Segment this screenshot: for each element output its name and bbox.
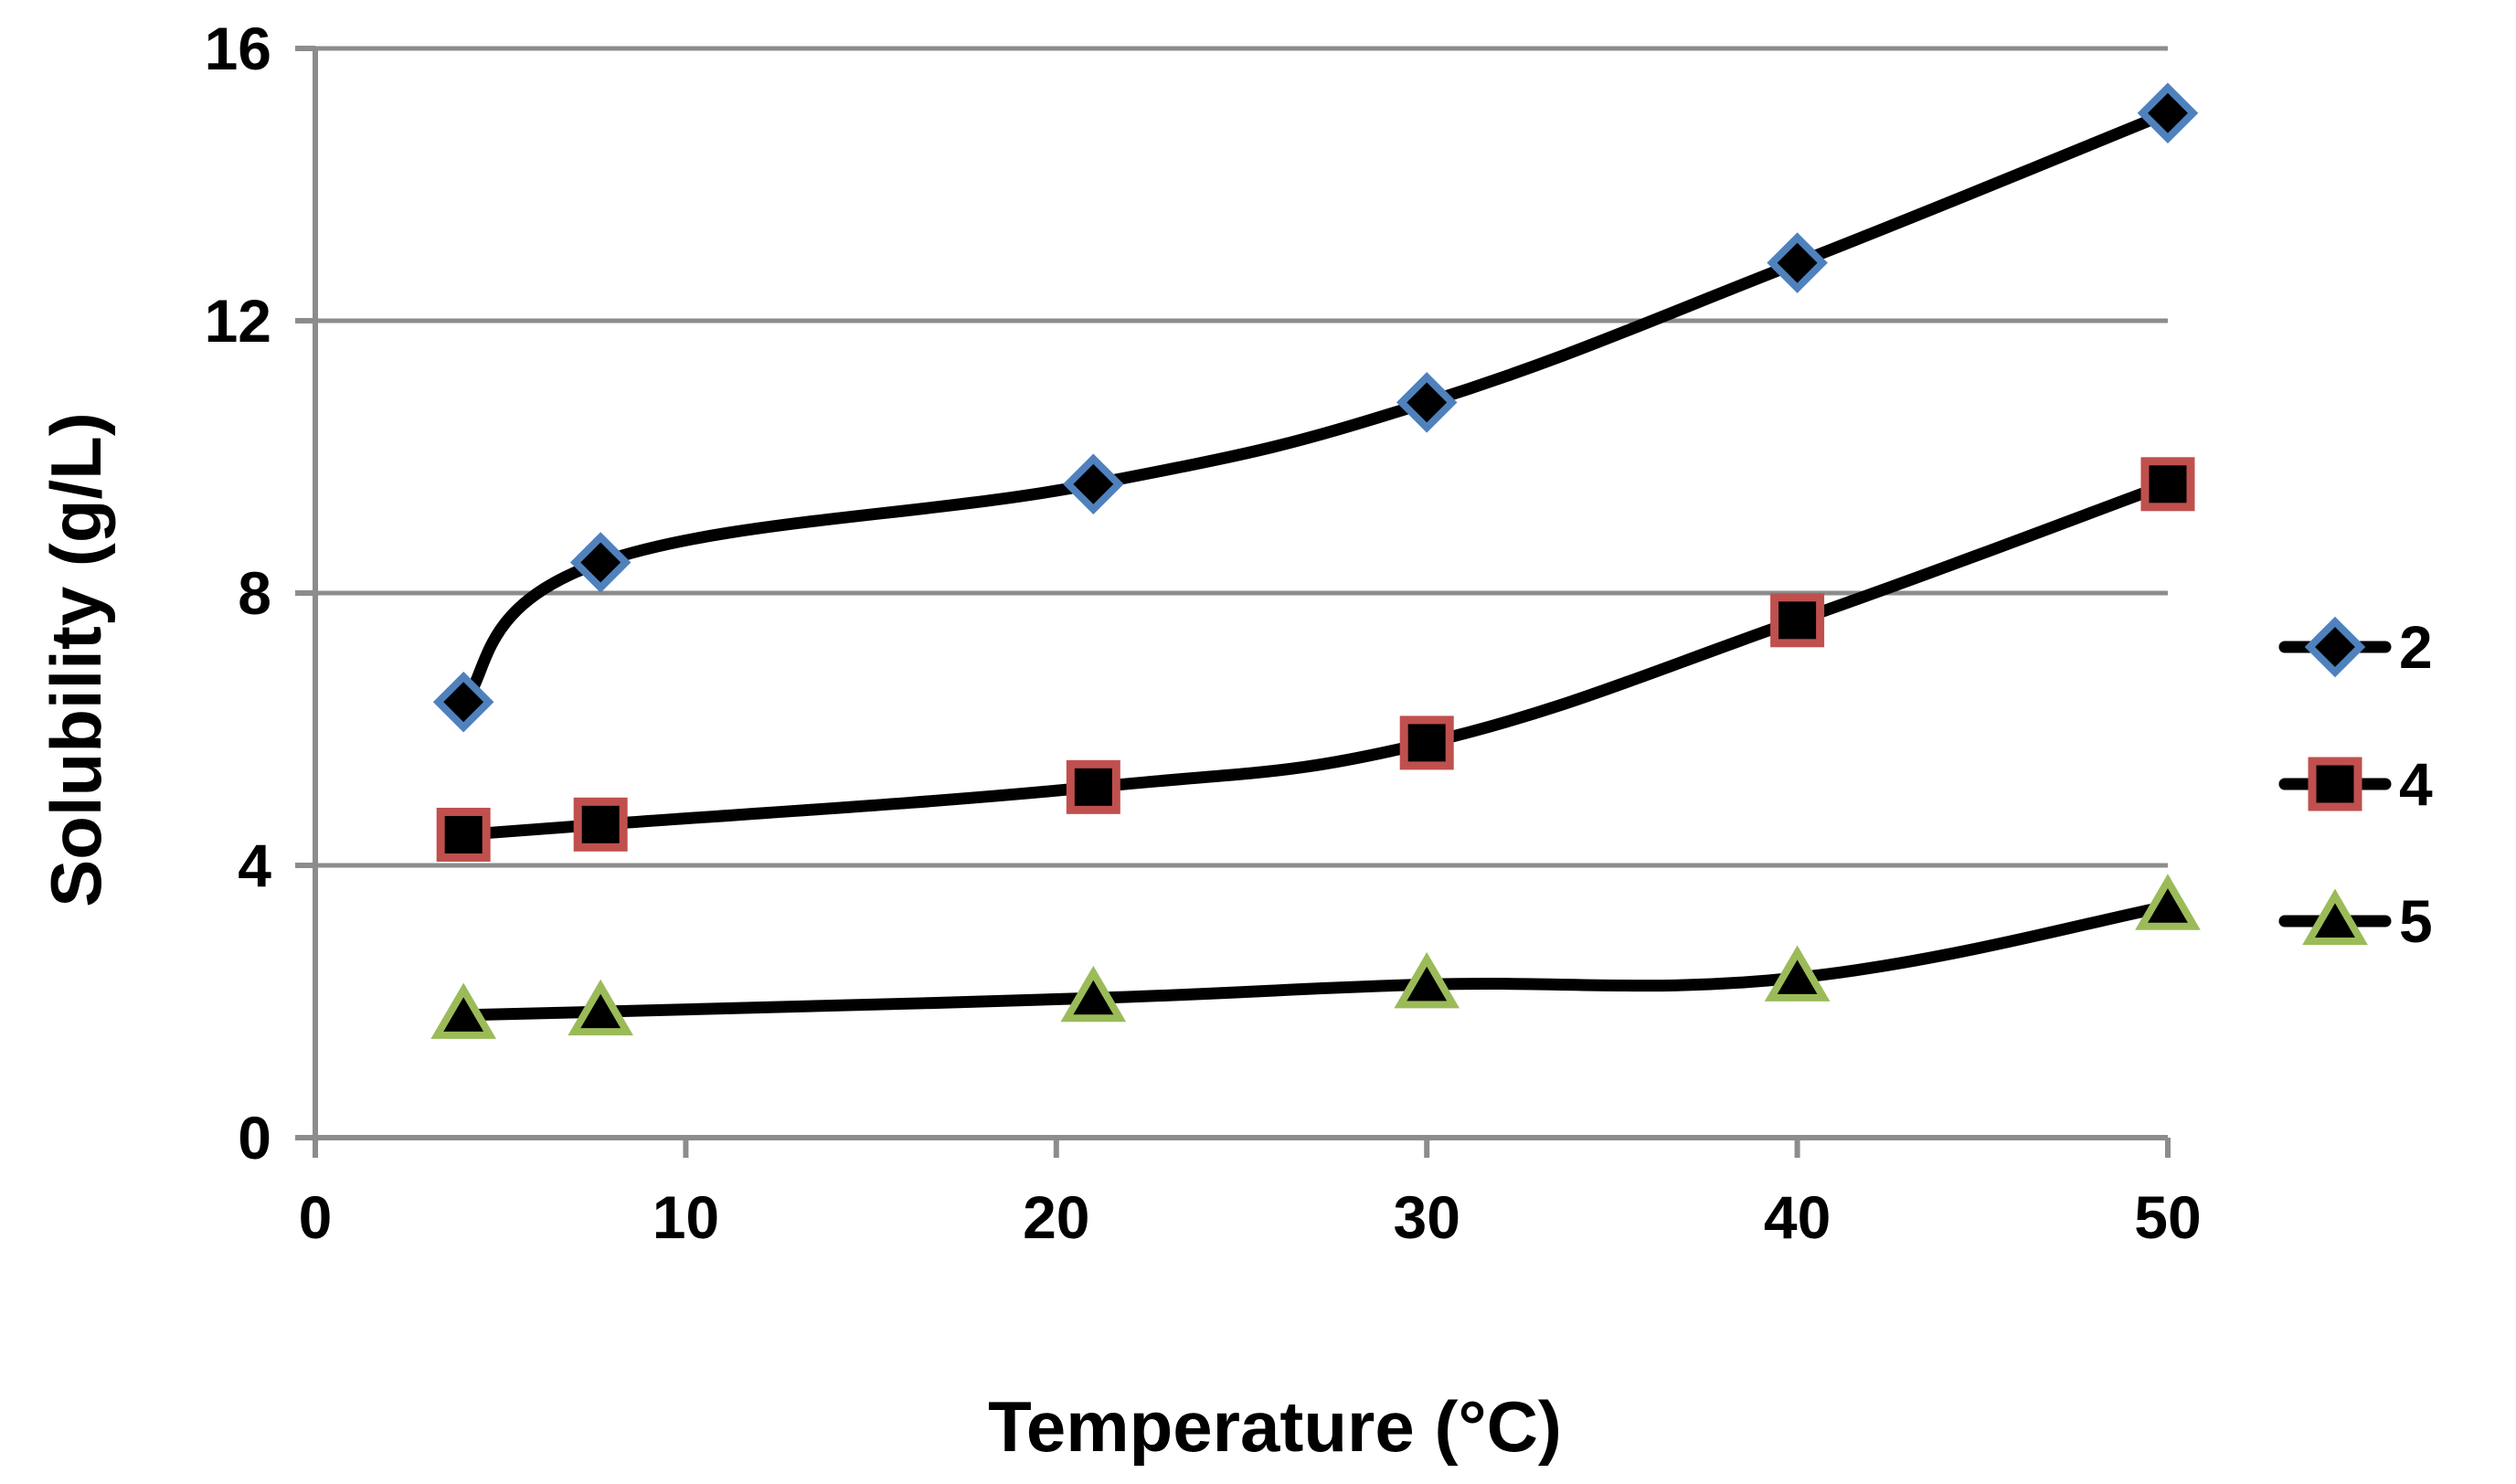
data-point-5-3 [1394,951,1460,1009]
x-tick-label-0: 0 [299,1183,333,1251]
data-point-4-0 [436,807,491,862]
x-tick-label-20: 20 [1023,1183,1089,1251]
legend-marker-2 [2304,616,2366,678]
y-tick-label-4: 4 [238,832,271,899]
data-point-5-0 [430,982,496,1039]
y-tick-label-0: 0 [238,1104,271,1171]
series-lines [457,107,2174,1022]
data-point-2-2 [1063,453,1124,515]
x-tick-label-40: 40 [1764,1183,1831,1251]
legend-marker-5 [2302,888,2368,945]
y-tick-label-16: 16 [205,15,271,82]
series-markers [430,82,2201,1039]
axes [295,46,2171,1158]
data-point-2-1 [569,532,632,593]
legend: 2 4 5 [2278,613,2433,955]
data-point-2-4 [1767,232,1828,293]
y-tick-label-8: 8 [238,559,271,627]
data-point-2-3 [1396,372,1458,433]
data-point-4-2 [1066,759,1120,814]
data-point-4-3 [1399,716,1454,770]
legend-label-2: 2 [2399,613,2433,681]
series-line-5 [457,900,2174,1022]
legend-label-5: 5 [2399,887,2433,955]
x-tick-label-10: 10 [653,1183,719,1251]
x-tick-label-50: 50 [2134,1183,2201,1251]
x-axis-title: Temperature (°C) [988,1386,1562,1467]
series-line-2 [457,107,2174,708]
data-point-5-2 [1060,965,1127,1023]
data-point-2-0 [432,671,494,733]
data-point-4-5 [2140,457,2195,512]
legend-marker-4 [2308,757,2362,811]
data-point-4-1 [573,797,628,852]
tick-labels: 0 4 8 12 16 0 10 20 30 40 50 [205,15,2202,1251]
legend-label-4: 4 [2399,750,2433,818]
y-axis-title: Solubility (g/L) [36,412,116,907]
data-point-5-5 [2135,874,2201,930]
data-point-2-5 [2137,82,2199,144]
data-point-5-1 [568,979,633,1036]
data-point-4-4 [1770,593,1825,648]
y-tick-label-12: 12 [205,287,271,355]
x-tick-label-30: 30 [1393,1183,1460,1251]
data-point-5-4 [1764,945,1831,1002]
